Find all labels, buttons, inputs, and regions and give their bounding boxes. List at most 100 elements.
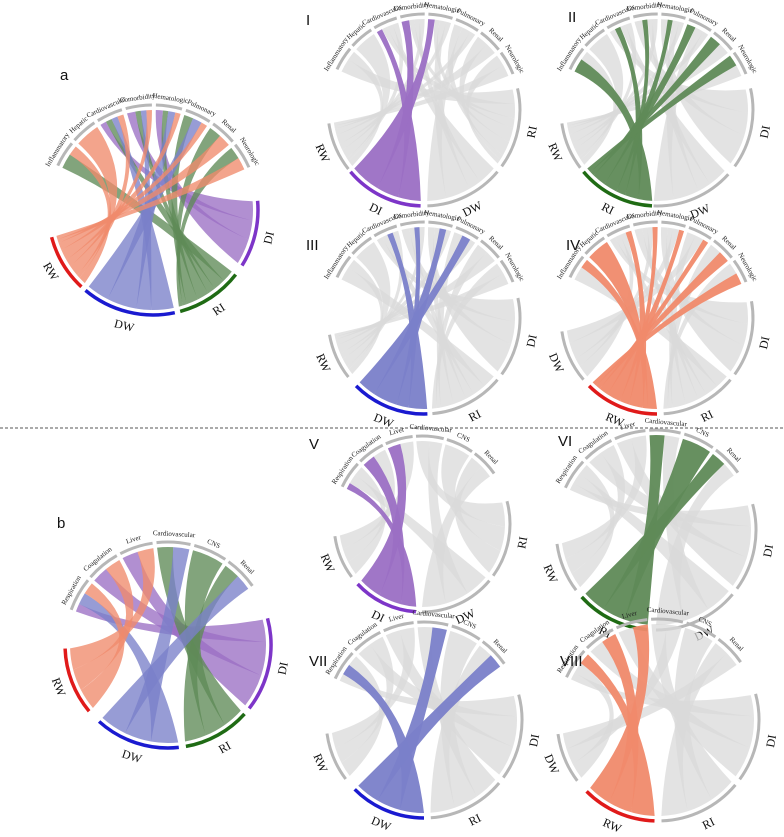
- segment-arc-comorbidity: [399, 220, 425, 227]
- segment-arc-renal: [713, 239, 733, 259]
- ribbon-ri-cardiovascular: [624, 435, 665, 625]
- ribbon-dw-cardiovascular: [387, 24, 494, 182]
- segment-label-cns: CNS: [462, 618, 478, 631]
- panel-label-vii: VII: [309, 653, 327, 670]
- ribbon-layer: [70, 547, 266, 743]
- chord-panel-a: InflammatoryHepaticCardiovascularComorbi…: [40, 67, 277, 335]
- segment-arc-renal: [480, 239, 500, 259]
- panel-label-b: b: [57, 515, 65, 532]
- ribbon-rw-coagulation: [335, 636, 394, 763]
- group-arc-dw: [354, 384, 428, 416]
- group-label-rw: RW: [604, 410, 627, 430]
- ribbon-layer: [333, 19, 515, 201]
- segment-arc-coagulation: [359, 443, 384, 463]
- segment-arc-hepatic: [584, 236, 606, 255]
- group-arc-ri: [430, 782, 501, 820]
- ribbon-rw-pulmonary: [58, 122, 208, 250]
- group-label-ri: RI: [700, 814, 717, 832]
- group-arc-di: [349, 170, 421, 208]
- segment-label-comorbidity: Comorbidity: [119, 92, 156, 105]
- ribbon-rw-neurologic: [56, 158, 245, 240]
- ribbon-ri-renal: [430, 645, 491, 813]
- segment-arc-renal: [714, 448, 740, 474]
- group-arc-rw: [555, 543, 578, 592]
- segment-arc-pulmonary: [455, 18, 479, 32]
- ribbon-dw-hematologic: [434, 20, 470, 199]
- segment-arc-respiration: [565, 649, 586, 678]
- group-label-di: DI: [523, 333, 539, 348]
- ribbon-di-hematologic: [427, 227, 512, 372]
- group-arc-ri: [500, 88, 522, 168]
- group-arc-ri: [185, 712, 246, 749]
- segment-arc-hepatic: [351, 236, 373, 255]
- segment-arc-hepatic: [73, 121, 96, 142]
- segment-arc-inflammatory: [568, 255, 585, 279]
- ribbon-layer: [566, 227, 748, 409]
- segment-arc-liver: [614, 429, 646, 441]
- ribbon-dw-pulmonary: [427, 27, 471, 201]
- ribbon-ri-cns: [440, 630, 477, 808]
- ribbon-layer: [334, 227, 515, 410]
- ribbon-layer: [561, 435, 751, 625]
- group-label-rw: RW: [313, 351, 334, 374]
- ribbon-rw-inflammatory: [581, 259, 657, 409]
- segment-arc-comorbidity: [399, 12, 425, 19]
- segment-arc-cardiovascular: [650, 617, 684, 624]
- ribbon-dw-cardiovascular: [579, 232, 634, 377]
- ribbon-di-cardiovascular: [376, 237, 515, 322]
- ribbon-rw-liver: [561, 435, 647, 559]
- ribbon-di-liver: [361, 443, 407, 596]
- ribbon-dw-hematologic: [666, 20, 699, 200]
- chord-panel-i: InflammatoryHepaticCardiovascularComorbi…: [306, 0, 540, 219]
- ribbon-rw-cardiovascular: [342, 22, 404, 159]
- ribbon-dw-respiration: [572, 663, 614, 778]
- ribbon-ri-renal: [661, 643, 727, 816]
- ribbon-rw-liver: [70, 548, 155, 670]
- segment-label-hematologic: Hematologic: [152, 92, 189, 105]
- group-arc-dw: [353, 788, 425, 820]
- group-label-dw: DW: [546, 351, 567, 376]
- ribbon-di-respiration: [75, 603, 266, 643]
- segment-label-cardiovascular: Cardiovascular: [412, 609, 456, 621]
- panel-label-vi: VI: [558, 433, 572, 450]
- group-arc-rw: [560, 123, 582, 169]
- ribbon-layer: [331, 627, 517, 813]
- group-label-rw: RW: [545, 141, 565, 164]
- segment-arc-coagulation: [89, 554, 118, 579]
- segment-arc-cardiovascular: [97, 108, 123, 122]
- ribbon-di-liver: [122, 551, 262, 706]
- segment-arc-cns: [686, 621, 717, 639]
- segment-arc-cns: [446, 438, 473, 453]
- ribbon-di-comorbidity: [377, 20, 414, 198]
- ribbon-di-coagulation: [589, 452, 751, 558]
- group-arc-ri: [582, 170, 653, 208]
- ribbon-ri-comorbidity: [409, 227, 474, 399]
- segment-arc-hematologic: [155, 103, 183, 111]
- group-arc-rw: [325, 733, 347, 780]
- group-arc-dw: [427, 170, 499, 208]
- ribbon-dw-cardiovascular: [620, 24, 725, 185]
- ribbon-di-liver: [618, 627, 750, 777]
- segment-label-liver: Liver: [125, 533, 143, 546]
- segment-arc-inflammatory: [335, 255, 352, 279]
- ribbon-di-cardiovascular: [100, 121, 253, 221]
- ribbon-dw-renal: [102, 576, 249, 734]
- ribbon-rw-cardiovascular: [625, 230, 647, 408]
- ribbon-ri-renal: [459, 36, 503, 160]
- ribbon-di-comorbidity: [634, 20, 748, 136]
- ribbon-rw-inflammatory: [348, 259, 384, 375]
- ribbon-ri-pulmonary: [447, 24, 510, 156]
- segment-arc-pulmonary: [688, 18, 712, 32]
- ribbon-rw-cardiovascular: [574, 22, 637, 158]
- ribbon-rw-cardiovascular: [70, 114, 130, 276]
- ribbon-ri-cardiovascular: [417, 627, 496, 797]
- ribbon-ri-renal: [454, 457, 501, 573]
- ribbon-ri-cardiovascular: [157, 547, 241, 725]
- ribbon-rw-renal: [57, 135, 229, 243]
- segment-arc-hematologic: [661, 220, 686, 228]
- ribbon-di-coagulation: [358, 644, 517, 747]
- segment-arc-neurologic: [499, 259, 515, 283]
- segment-label-liver: Liver: [388, 612, 405, 624]
- ribbon-di-hematologic: [660, 19, 745, 164]
- ribbon-di-cardiovascular: [609, 237, 748, 325]
